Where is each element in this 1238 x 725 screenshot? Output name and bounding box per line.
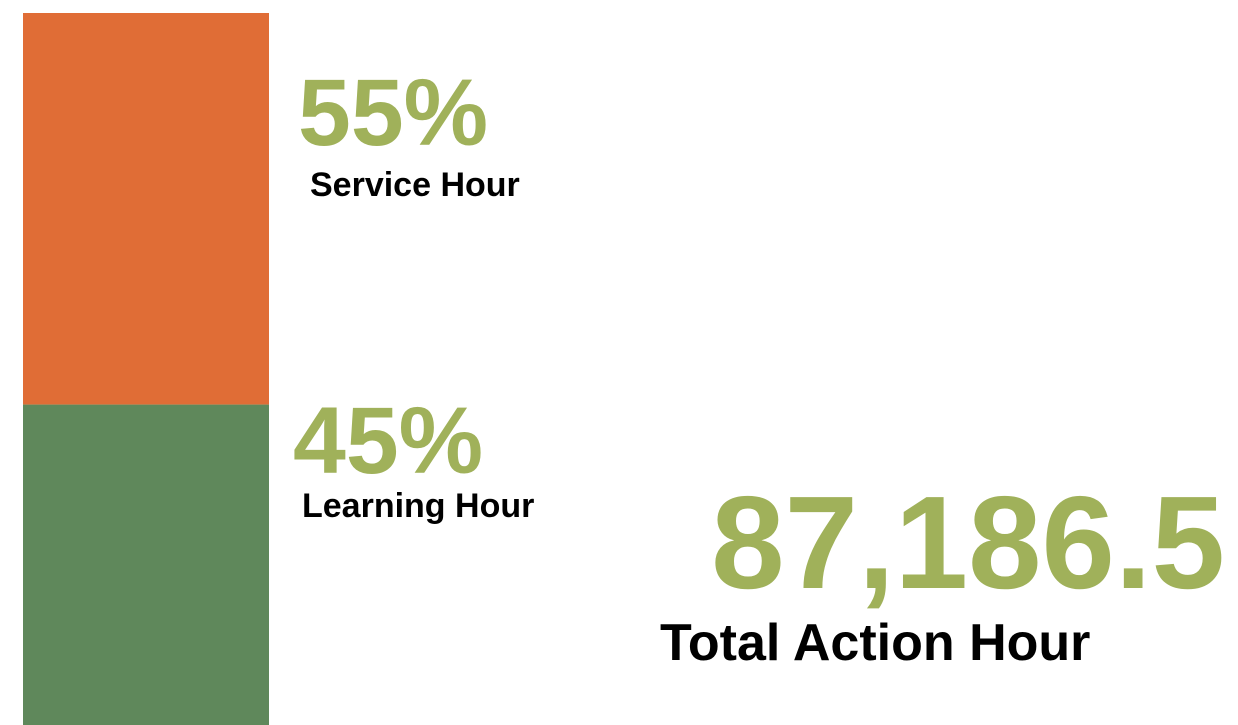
value-label: 45% xyxy=(293,388,483,494)
total-value: 87,186.5 xyxy=(711,469,1225,616)
value-label: 55% xyxy=(298,60,488,166)
legend-label: Service Hour xyxy=(310,166,520,204)
legend-label: Learning Hour xyxy=(302,487,534,525)
total-label: Total Action Hour xyxy=(660,614,1090,672)
bar-segment xyxy=(23,13,269,405)
bar-segment xyxy=(23,404,269,725)
